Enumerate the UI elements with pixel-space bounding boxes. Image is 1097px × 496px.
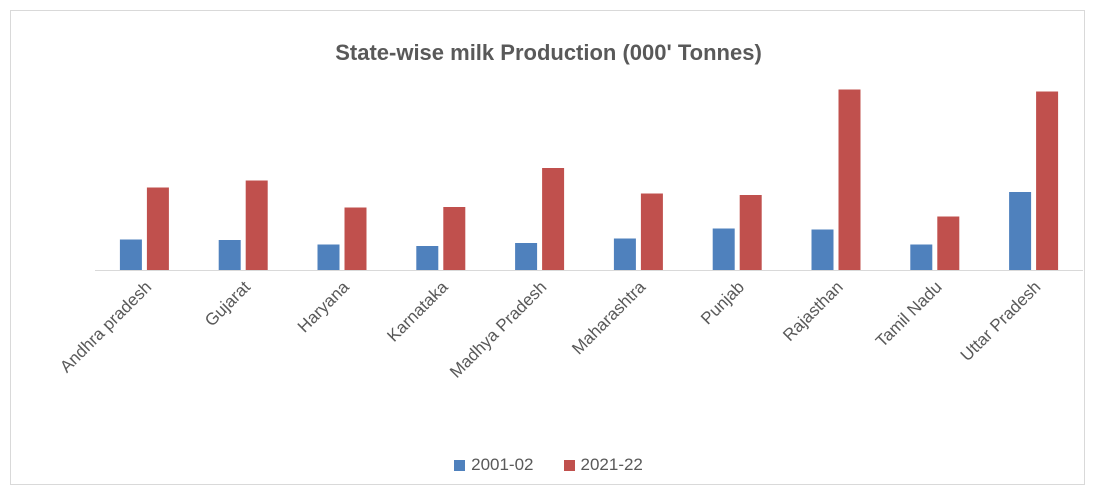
x-tick-label: Karnataka xyxy=(383,277,452,346)
bar-2-rajasthan xyxy=(838,89,861,270)
bar-2-punjab xyxy=(739,195,762,270)
x-tick-label: Madhya Pradesh xyxy=(446,277,550,381)
x-tick-label: Rajasthan xyxy=(779,277,847,345)
x-tick-label: Andhra pradesh xyxy=(56,277,155,376)
x-tick-label: Gujarat xyxy=(201,277,254,330)
x-tick-label: Uttar Pradesh xyxy=(957,277,1045,365)
legend-item-series-1: 2001-02 xyxy=(454,455,534,475)
bars-group xyxy=(119,89,1059,270)
bar-1-madhya-pradesh xyxy=(515,243,538,270)
bar-2-gujarat xyxy=(245,180,268,270)
bar-1-uttar-pradesh xyxy=(1009,192,1032,270)
legend-label-series-1: 2001-02 xyxy=(471,455,534,474)
bar-1-karnataka xyxy=(416,246,439,270)
legend-swatch-series-2 xyxy=(563,459,575,471)
x-tick-label: Maharashtra xyxy=(568,277,649,358)
legend-label-series-2: 2021-22 xyxy=(580,455,643,474)
bar-1-punjab xyxy=(712,228,735,270)
bar-1-rajasthan xyxy=(811,229,834,270)
bar-2-haryana xyxy=(344,207,367,270)
bar-2-andhra-pradesh xyxy=(146,187,169,270)
bar-1-tamil-nadu xyxy=(910,244,933,270)
bar-1-andhra-pradesh xyxy=(119,239,142,270)
bar-2-tamil-nadu xyxy=(937,216,960,270)
bar-1-haryana xyxy=(317,244,340,270)
bar-2-maharashtra xyxy=(640,193,663,270)
x-axis-ticks: Andhra pradesh Gujarat Haryana KarnatakaMad… xyxy=(56,277,1044,382)
bar-1-maharashtra xyxy=(613,238,636,270)
bar-2-karnataka xyxy=(443,207,466,270)
bar-2-uttar-pradesh xyxy=(1036,91,1059,270)
x-tick-label: Tamil Nadu xyxy=(872,277,946,351)
chart-title: State-wise milk Production (000' Tonnes) xyxy=(335,40,762,65)
x-tick-label: Punjab xyxy=(697,277,748,328)
legend: 2001-02 2021-22 xyxy=(0,455,1097,475)
bar-2-madhya-pradesh xyxy=(542,168,565,270)
legend-swatch-series-1 xyxy=(454,459,466,471)
x-tick-label: Haryana xyxy=(294,277,353,336)
bar-1-gujarat xyxy=(218,240,241,270)
legend-item-series-2: 2021-22 xyxy=(563,455,643,475)
